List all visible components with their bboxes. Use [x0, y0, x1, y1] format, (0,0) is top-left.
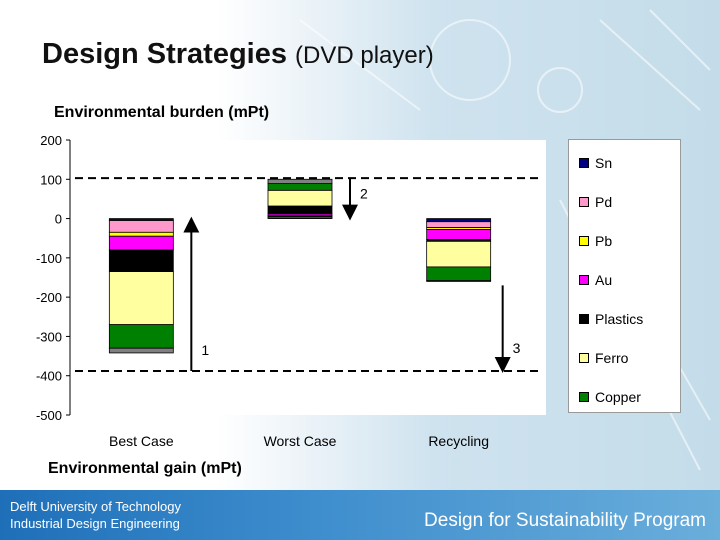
legend-item-au: Au [579, 271, 612, 289]
legend-label: Copper [595, 389, 641, 405]
y-tick-label: -200 [36, 290, 62, 305]
x-tick-label: Worst Case [264, 433, 337, 449]
legend-swatch [579, 314, 589, 324]
legend-item-copper: Copper [579, 388, 641, 406]
legend-label: Pd [595, 194, 613, 210]
page-title: Design Strategies (DVD player) [42, 38, 434, 71]
footer-program: Design for Sustainability Program [424, 510, 706, 531]
legend-swatch [579, 236, 589, 246]
y-tick-label: -400 [36, 369, 62, 384]
legend-swatch [579, 353, 589, 363]
bar-segment-sn-2 [426, 218, 492, 223]
stacked-bar-chart: 200 100 0 -100 -200 -300 -400 -500 1 2 3 Best Cas… [35, 133, 540, 449]
bar-segment-au-0 [108, 235, 174, 251]
footer-bar: Delft University of Technology Industria… [0, 490, 720, 540]
page-title-main: Design Strategies [42, 38, 287, 70]
y-tick-label: 0 [55, 212, 62, 227]
bar-segment-au-2 [426, 229, 492, 240]
bar-segment-plastics-1 [267, 205, 333, 215]
legend-item-plastics: Plastics [579, 310, 643, 328]
legend: Sn Pd Pb Au Plastics Ferro Copper [568, 139, 681, 413]
x-tick-label: Recycling [428, 433, 489, 449]
legend-swatch [579, 197, 589, 207]
bar-segment-pb-0 [108, 231, 174, 237]
gain-label: Environmental gain (mPt) [48, 460, 242, 477]
legend-item-ferro: Ferro [579, 349, 628, 367]
footer-org-line1: Delft University of Technology [10, 499, 182, 514]
y-tick-label: 100 [40, 172, 62, 187]
bar-segment-copper-0 [108, 324, 174, 349]
bars [108, 178, 492, 354]
x-axis-labels: Best Case Worst Case Recycling [109, 433, 489, 449]
bar-segment-ferro-1 [267, 189, 333, 207]
page-title-sub: (DVD player) [295, 42, 434, 69]
bar-segment-other-2 [426, 280, 492, 282]
footer-org-line2: Industrial Design Engineering [10, 516, 180, 531]
bar-segment-copper-1 [267, 183, 333, 191]
y-tick-label: -500 [36, 408, 62, 423]
bar-segment-pd-0 [108, 220, 174, 233]
annotation-label: 2 [360, 185, 368, 201]
legend-swatch [579, 392, 589, 402]
legend-item-sn: Sn [579, 154, 612, 172]
y-axis: 200 100 0 -100 -200 -300 -400 -500 [36, 133, 71, 423]
legend-label: Au [595, 272, 613, 288]
bar-segment-plastics-0 [108, 249, 174, 273]
bar-segment-ferro-0 [108, 271, 174, 326]
burden-label: Environmental burden (mPt) [54, 104, 270, 121]
y-tick-label: -100 [36, 251, 62, 266]
legend-item-pd: Pd [579, 193, 612, 211]
annotation-label: 3 [513, 340, 521, 356]
legend-item-pb: Pb [579, 232, 612, 250]
bar-segment-copper-2 [426, 266, 492, 282]
bar-segment-pd-2 [426, 221, 492, 229]
x-tick-label: Best Case [109, 433, 174, 449]
legend-label: Sn [595, 155, 613, 171]
y-tick-label: 200 [40, 133, 62, 148]
legend-swatch [579, 158, 589, 168]
bar-segment-ferro-2 [426, 240, 492, 268]
bar-segment-other-0 [108, 347, 174, 354]
bar-segment-other-1 [267, 178, 333, 185]
legend-label: Ferro [595, 350, 629, 366]
legend-swatch [579, 275, 589, 285]
y-tick-label: -300 [36, 329, 62, 344]
legend-label: Plastics [595, 311, 644, 327]
legend-label: Pb [595, 233, 613, 249]
annotation-label: 1 [201, 342, 209, 358]
arrows: 1 2 3 [183, 178, 521, 373]
footer-organization: Delft University of Technology Industria… [10, 498, 181, 532]
